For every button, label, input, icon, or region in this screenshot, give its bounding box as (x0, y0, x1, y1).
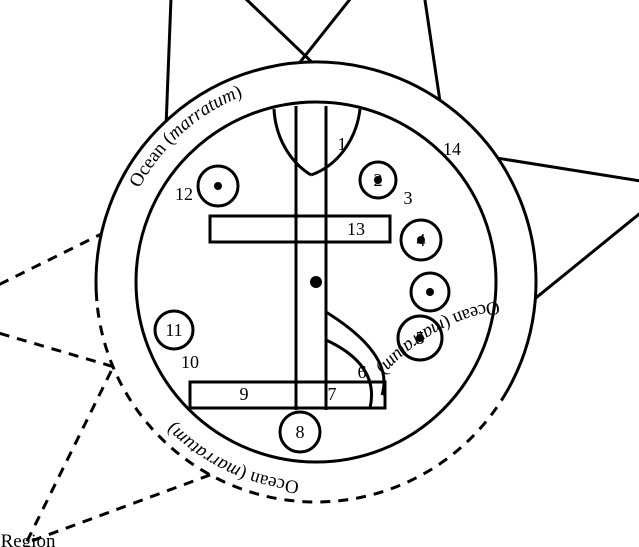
bar-1 (190, 382, 385, 408)
island-12-dot (214, 182, 222, 190)
region-spoke-4: Region (1, 367, 211, 547)
island-4-label: 4 (417, 230, 426, 250)
ocean-label-0: Ocean (marratum) (125, 81, 245, 191)
island-5-label: 5 (416, 328, 425, 348)
num-14: 14 (443, 139, 461, 159)
region-spoke-1: Region (300, 0, 463, 100)
island-extra-dot (426, 288, 434, 296)
num-7: 7 (328, 384, 337, 404)
num-6: 6 (358, 362, 367, 382)
num-1: 1 (338, 134, 347, 154)
top-arc-left (274, 109, 311, 175)
num-9: 9 (240, 384, 249, 404)
num-13: 13 (347, 219, 365, 239)
outer-ring-solid (96, 62, 536, 392)
island-11-label: 11 (165, 320, 182, 340)
region-spoke-2: Region (498, 158, 639, 298)
island-2-label: 2 (374, 170, 383, 190)
num-3: 3 (404, 188, 413, 208)
num-10: 10 (181, 352, 199, 372)
top-arc-right (311, 109, 360, 175)
center-dot (310, 276, 322, 288)
island-8-label: 8 (296, 422, 305, 442)
island-12-label: 12 (175, 184, 193, 204)
region-label-4: Region (1, 531, 56, 547)
